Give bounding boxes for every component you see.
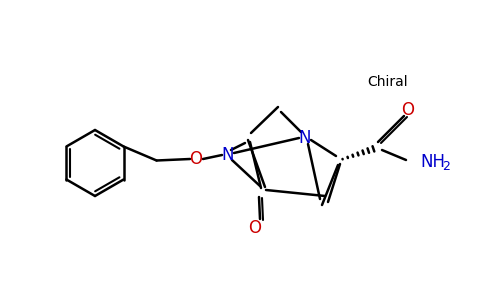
Text: N: N [299,129,311,147]
Text: Chiral: Chiral [368,75,408,89]
Text: 2: 2 [442,160,450,172]
Text: N: N [222,146,234,164]
Text: NH: NH [420,153,445,171]
Text: O: O [190,150,202,168]
Text: O: O [402,101,414,119]
Text: O: O [248,219,261,237]
